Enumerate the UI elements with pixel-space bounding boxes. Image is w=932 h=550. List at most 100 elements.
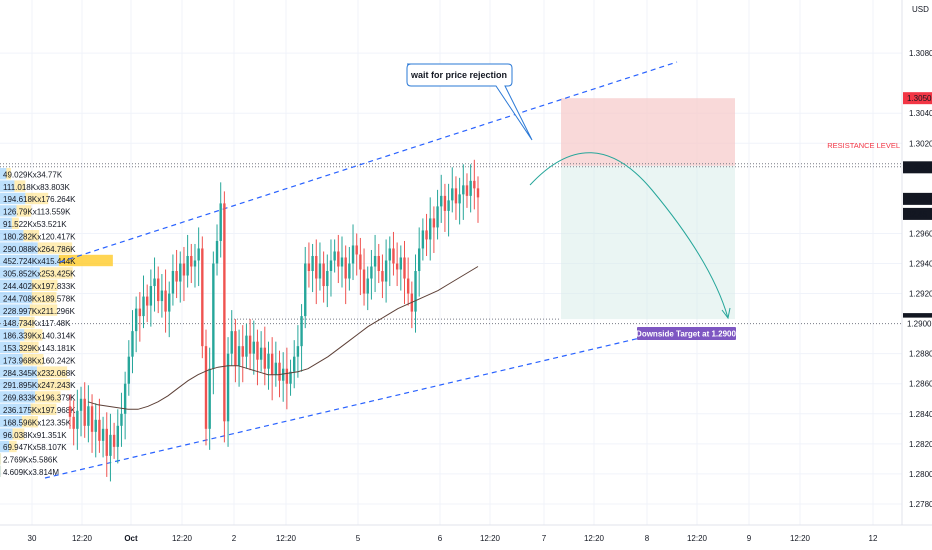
volume-profile-label: 244.708Kx189.578K	[3, 294, 76, 303]
volume-profile-label: 96.038Kx91.351K	[3, 431, 67, 440]
candle-body	[259, 347, 263, 360]
volume-profile-label: 49.029Kx34.77K	[3, 170, 63, 179]
price-tick-label: 1.2820	[909, 440, 932, 449]
candle-body	[447, 200, 450, 211]
volume-bar-sell	[30, 403, 57, 415]
volume-bar-buy	[0, 341, 20, 353]
downside-target-badge: Downside Target at 1.2900	[636, 327, 736, 340]
candle-body	[293, 356, 296, 372]
volume-bar-buy	[0, 254, 59, 267]
candle-body	[322, 263, 325, 287]
candle-body	[403, 257, 406, 279]
volume-profile-label: 148.734Kx117.48K	[3, 319, 71, 328]
callout-annotation[interactable]: wait for price rejection	[406, 63, 533, 141]
horizontal-levels	[0, 163, 902, 325]
candle-body	[197, 248, 200, 261]
volume-profile-label: 126.79Kx113.559K	[3, 208, 71, 217]
volume-profile-label: 2.769Kx5.586K	[3, 456, 58, 465]
candle-body	[138, 308, 142, 317]
volume-bar-sell	[39, 267, 73, 279]
time-tick-label: 12:20	[276, 534, 297, 543]
price-badge	[903, 161, 932, 174]
trend-channel[interactable]	[44, 61, 678, 479]
candle-body	[105, 428, 108, 456]
candle-body	[373, 255, 377, 267]
volume-bar-buy	[0, 304, 30, 316]
price-badge-label: 1.2983	[907, 195, 932, 204]
volume-bar-sell	[21, 416, 38, 428]
volume-profile-label: 269.833Kx196.379K	[3, 394, 76, 403]
price-tick-label: 1.2960	[909, 229, 932, 238]
candle-body	[417, 248, 421, 272]
volume-profile-label: 180.282Kx120.417K	[3, 232, 76, 241]
candle-body	[348, 263, 351, 279]
price-tick-label: 1.2920	[909, 290, 932, 299]
candle-body	[311, 255, 314, 272]
volume-profile: 49.029Kx34.77K 111.018Kx83.803K 194.618Kx1…	[0, 168, 113, 477]
candle-body	[399, 257, 403, 270]
candle-body	[392, 248, 395, 264]
volume-bar-buy	[0, 428, 13, 440]
volume-bar-sell	[19, 341, 39, 353]
price-tick-label: 1.2840	[909, 410, 932, 419]
candle-body	[307, 263, 311, 272]
time-tick-label: 6	[438, 534, 443, 543]
candle-body	[190, 255, 193, 267]
volume-bar-sell	[22, 354, 44, 366]
volume-profile-label: 228.997Kx211.296K	[3, 307, 76, 316]
candle-body	[223, 203, 226, 422]
price-tick-label: 1.3020	[909, 139, 932, 148]
downside-target-label: Downside Target at 1.2900	[636, 330, 736, 339]
volume-bar-buy	[0, 416, 22, 428]
volume-bar-sell	[58, 254, 113, 267]
price-tick-label: 1.2880	[909, 350, 932, 359]
candle-body	[337, 251, 340, 267]
candle-body	[157, 278, 160, 302]
channel-lower-line	[44, 337, 641, 479]
volume-bar-sell	[37, 242, 73, 254]
time-tick-label: 12:20	[790, 534, 811, 543]
candle-body	[226, 353, 230, 422]
candle-body	[245, 335, 248, 357]
volume-bar-buy	[0, 378, 38, 391]
volume-profile-label: 236.175Kx197.968K	[3, 406, 76, 415]
time-tick-label: 12	[869, 534, 878, 543]
price-badge	[903, 92, 932, 105]
candle-body	[451, 188, 454, 201]
stop-loss-zone	[561, 98, 735, 166]
candle-body	[406, 278, 410, 294]
grid	[0, 0, 902, 525]
time-tick-label: 12:20	[480, 534, 501, 543]
volume-bar-sell	[14, 180, 26, 192]
channel-upper-line	[59, 61, 678, 263]
time-tick-label: 5	[356, 534, 361, 543]
price-badges: 1.30501.30051.30041.298332:451.29031.290…	[903, 92, 932, 330]
price-badge	[903, 317, 932, 330]
candle-body	[318, 263, 322, 279]
candle-body	[120, 413, 123, 426]
volume-bar-sell	[12, 428, 25, 440]
volume-bar-sell	[37, 378, 71, 391]
volume-bar-buy	[0, 465, 1, 477]
volume-bar-buy	[0, 192, 26, 205]
time-tick-label: 12:20	[172, 534, 193, 543]
candle-body	[87, 406, 90, 426]
volume-bar-sell	[19, 316, 35, 329]
price-axis[interactable]: USD 1.3080 1.3040 1.3020 1.2960 1.2940 1.2920…	[901, 0, 932, 525]
candle-body	[289, 371, 292, 384]
candle-body	[458, 194, 461, 204]
price-badge-label: 1.2900	[907, 320, 932, 329]
volume-bar-sell	[35, 391, 61, 403]
volume-profile-label: 291.895Kx247.243K	[3, 381, 76, 390]
time-tick-label: 7	[542, 534, 547, 543]
time-axis[interactable]: 30 12:20 Oct 12:20 2 12:20 5 6 12:20 7 12:20 8 12:20…	[0, 524, 932, 543]
candle-body	[204, 346, 208, 429]
volume-profile-label: 69.947Kx58.107K	[3, 443, 67, 452]
short-position-tool[interactable]	[561, 98, 735, 320]
candle-body	[219, 203, 222, 241]
callout-text: wait for price rejection	[410, 70, 507, 80]
candle-body	[131, 331, 134, 357]
volume-bar-buy	[0, 180, 15, 192]
volume-profile-label: 452.724Kx415.444K	[3, 257, 76, 266]
